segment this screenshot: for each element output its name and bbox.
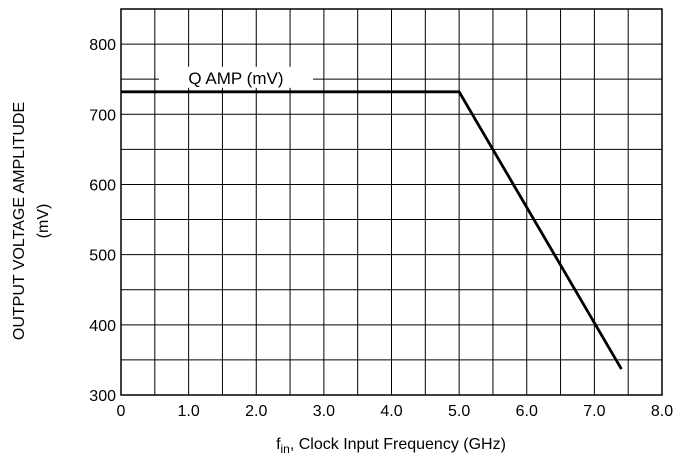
plot-frame <box>120 8 663 396</box>
y-tick-label: 700 <box>89 107 116 124</box>
x-tick-label: 7.0 <box>583 403 605 420</box>
x-tick-label: 4.0 <box>380 403 402 420</box>
x-axis-title-prefix: f <box>276 436 281 453</box>
y-tick-label: 300 <box>89 388 116 405</box>
x-tick-label: 5.0 <box>448 403 470 420</box>
y-axis-title-line1: OUTPUT VOLTAGE AMPLITUDE <box>11 102 28 340</box>
y-axis-title-line2: (mV) <box>35 204 52 239</box>
x-axis-title-rest: , Clock Input Frequency (GHz) <box>290 436 506 453</box>
series-annotation-q-amp: Q AMP (mV) <box>188 69 283 88</box>
x-tick-label: 2.0 <box>245 403 267 420</box>
series-line-q-amp <box>121 90 623 370</box>
y-tick-label: 800 <box>89 37 116 54</box>
x-tick-label: 0 <box>117 403 126 420</box>
x-axis-title-subscript: in <box>281 442 290 456</box>
x-tick-label: 3.0 <box>313 403 335 420</box>
grid <box>121 9 662 395</box>
y-tick-label: 400 <box>89 318 116 335</box>
series-group <box>121 90 623 370</box>
x-tick-label: 1.0 <box>178 403 200 420</box>
y-tick-label: 500 <box>89 248 116 265</box>
x-tick-label: 8.0 <box>651 403 673 420</box>
tick-labels: 0 1.0 2.0 3.0 4.0 5.0 6.0 7.0 8.0 300 400 500 600 700… <box>89 37 673 420</box>
x-axis-title: fin, Clock Input Frequency (GHz) <box>276 436 506 456</box>
annotations: Q AMP (mV) <box>158 66 313 88</box>
y-tick-label: 600 <box>89 177 116 194</box>
annotation-background <box>158 66 313 88</box>
x-tick-label: 6.0 <box>516 403 538 420</box>
